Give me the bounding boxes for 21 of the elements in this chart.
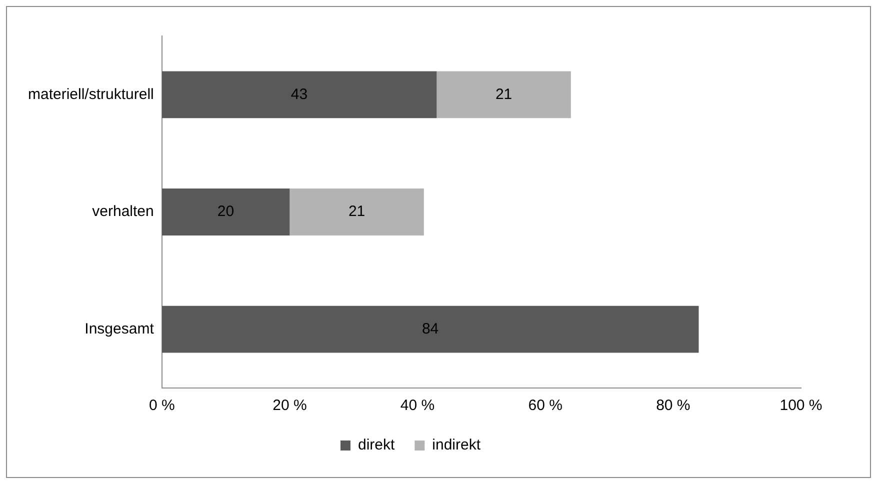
legend-label: indirekt bbox=[432, 436, 482, 454]
data-label: 84 bbox=[422, 320, 439, 338]
x-tick-label: 40 % bbox=[400, 397, 435, 414]
x-tick-label: 0 % bbox=[148, 397, 175, 414]
data-label: 20 bbox=[217, 203, 234, 220]
bar bbox=[162, 188, 290, 236]
bar bbox=[436, 71, 571, 118]
bar bbox=[162, 71, 437, 118]
data-label: 21 bbox=[348, 203, 366, 220]
x-tick-label: 80 % bbox=[656, 397, 690, 414]
y-tick-label: materiell/strukturell bbox=[28, 86, 154, 103]
x-tick-label: 60 % bbox=[528, 397, 562, 414]
data-label: 43 bbox=[290, 86, 308, 103]
bar bbox=[162, 306, 699, 353]
x-tick-label: 20 % bbox=[272, 397, 307, 414]
legend-label: direkt bbox=[358, 436, 396, 454]
y-tick-label: Insgesamt bbox=[84, 320, 155, 338]
data-label: 21 bbox=[495, 86, 512, 103]
bar bbox=[290, 188, 424, 236]
y-tick-label: verhalten bbox=[92, 203, 154, 220]
x-tick-label: 100 % bbox=[780, 397, 822, 414]
